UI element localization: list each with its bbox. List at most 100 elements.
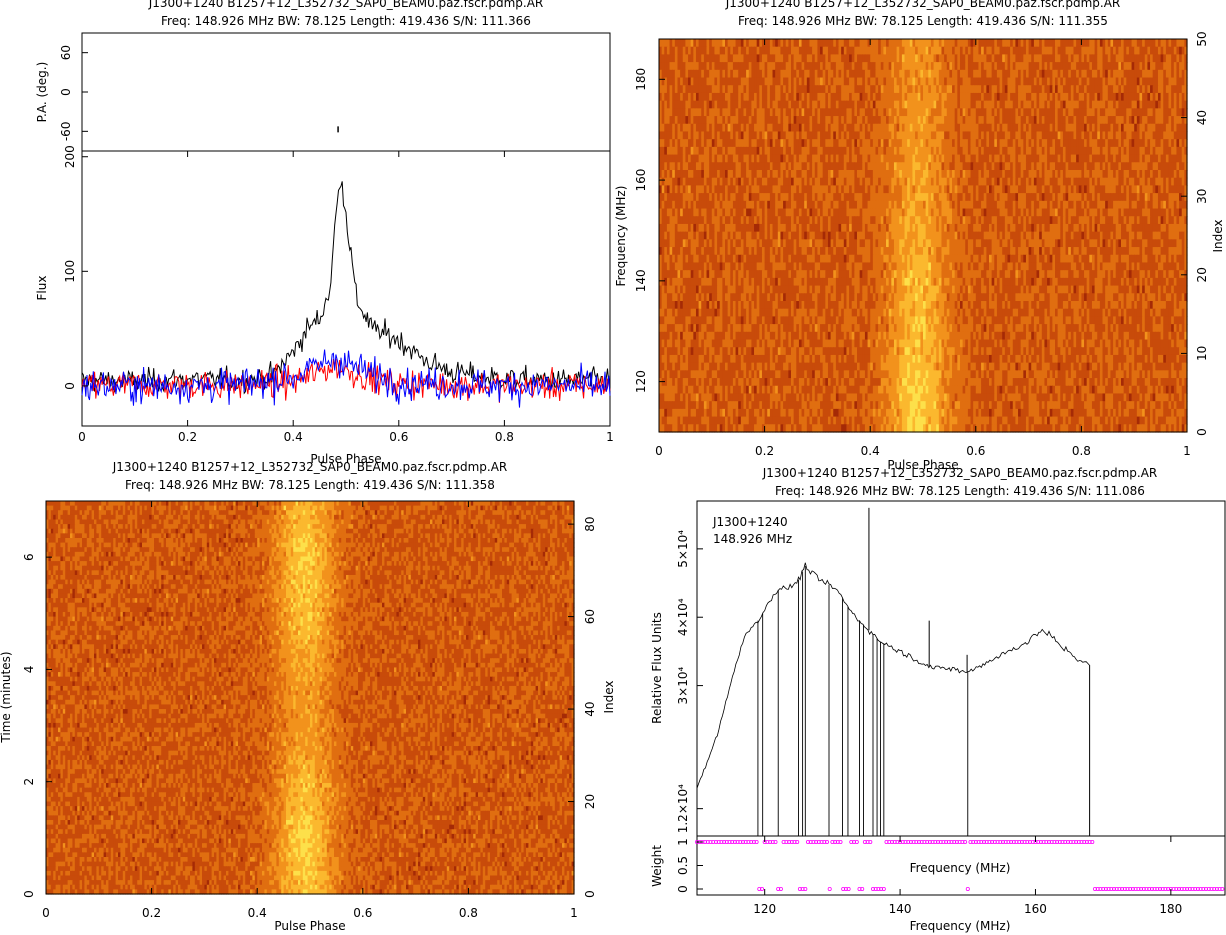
heatmap-cell: [1018, 85, 1022, 94]
heatmap-cell: [959, 100, 964, 109]
heatmap-cell: [764, 62, 768, 71]
heatmap-cell: [1155, 116, 1159, 125]
freq-phase-title: J1300+1240 B1257+12_L352732_SAP0_BEAM0.p…: [725, 0, 1121, 10]
heatmap-cell: [764, 46, 768, 56]
heatmap-cell: [801, 92, 805, 102]
heatmap-cell: [970, 62, 974, 71]
profile-x-ticks: 0 0.2 0.4 0.6 0.8 1: [78, 151, 614, 444]
heatmap-cell: [767, 92, 771, 102]
heatmap-cell: [1176, 123, 1180, 133]
heatmap-cell: [711, 62, 716, 71]
heatmap-cell: [730, 54, 734, 63]
heatmap-cell: [857, 92, 861, 102]
heatmap-cell: [827, 39, 832, 48]
heatmap-cell: [820, 123, 824, 133]
heatmap-cell: [685, 131, 689, 140]
heatmap-cell: [1010, 69, 1014, 79]
heatmap-cell: [1163, 92, 1167, 102]
heatmap-cell: [959, 123, 964, 133]
heatmap-cell: [1091, 39, 1096, 48]
heatmap-cell: [1041, 92, 1046, 102]
heatmap-cell: [983, 92, 987, 102]
heatmap-cell: [1171, 62, 1175, 71]
heatmap-cell: [1142, 69, 1146, 79]
heatmap-cell: [1152, 77, 1156, 86]
heatmap-cell: [1105, 131, 1109, 140]
heatmap-cell: [1068, 54, 1072, 63]
heatmap-cell: [965, 69, 969, 79]
heatmap-cell: [1097, 123, 1101, 133]
heatmap-cell: [862, 116, 866, 125]
heatmap-cell: [975, 100, 980, 109]
heatmap-cell: [820, 108, 824, 117]
heatmap-cell: [949, 123, 953, 133]
heatmap-cell: [835, 131, 840, 140]
heatmap-cell: [1157, 39, 1162, 48]
heatmap-cell: [946, 77, 950, 86]
heatmap-cell: [1018, 108, 1022, 117]
heatmap-cell: [820, 62, 824, 71]
heatmap-cell: [1136, 116, 1141, 125]
heatmap-cell: [1118, 62, 1122, 71]
heatmap-cell: [719, 116, 723, 125]
heatmap-cell: [923, 77, 927, 86]
heatmap-cell: [1155, 62, 1159, 71]
heatmap-cell: [685, 85, 689, 94]
heatmap-cell: [814, 116, 818, 125]
heatmap-cell: [772, 46, 776, 56]
heatmap-cell: [1099, 131, 1104, 140]
heatmap-cell: [793, 39, 797, 48]
heatmap-cell: [748, 116, 752, 125]
heatmap-cell: [893, 131, 898, 140]
heatmap-cell: [1173, 131, 1178, 140]
heatmap-cell: [1068, 77, 1072, 86]
heatmap-cell: [730, 69, 734, 79]
heatmap-cell: [682, 85, 686, 94]
heatmap-cell: [706, 69, 710, 79]
heatmap-cell: [1131, 100, 1135, 109]
heatmap-cell: [1052, 39, 1056, 48]
heatmap-cell: [893, 39, 898, 48]
heatmap-cell: [851, 116, 855, 125]
heatmap-cell: [851, 39, 855, 48]
heatmap-cell: [1173, 62, 1178, 71]
heatmap-cell: [1084, 123, 1088, 133]
heatmap-cell: [1073, 92, 1077, 102]
heatmap-cell: [703, 62, 708, 71]
heatmap-cell: [698, 108, 702, 117]
heatmap-cell: [1044, 62, 1048, 71]
heatmap-cell: [706, 123, 710, 133]
heatmap-cell: [983, 54, 987, 63]
heatmap-cell: [798, 100, 803, 109]
heatmap-cell: [1081, 116, 1085, 125]
heatmap-cell: [703, 100, 708, 109]
heatmap-cell: [862, 92, 866, 102]
heatmap-cell: [706, 77, 710, 86]
heatmap-cell: [1078, 123, 1082, 133]
heatmap-cell: [967, 116, 972, 125]
heatmap-cell: [1025, 100, 1030, 109]
heatmap-cell: [827, 85, 832, 94]
heatmap-cell: [901, 92, 906, 102]
heatmap-cell: [999, 77, 1003, 86]
heatmap-cell: [714, 62, 718, 71]
heatmap-cell: [764, 100, 768, 109]
heatmap-cell: [666, 85, 671, 94]
heatmap-cell: [1094, 116, 1098, 125]
heatmap-cell: [930, 46, 935, 56]
heatmap-cell: [1165, 108, 1170, 117]
heatmap-cell: [695, 54, 700, 63]
heatmap-cell: [756, 100, 760, 109]
heatmap-cell: [1113, 123, 1117, 133]
heatmap-cell: [886, 131, 890, 140]
heatmap-cell: [1086, 69, 1090, 79]
heatmap-cell: [1147, 69, 1151, 79]
heatmap-cell: [1168, 92, 1172, 102]
heatmap-cell: [1084, 39, 1088, 48]
heatmap-cell: [923, 85, 927, 94]
heatmap-cell: [1123, 100, 1127, 109]
heatmap-cell: [727, 85, 731, 94]
heatmap-cell: [973, 77, 977, 86]
heatmap-cell: [907, 54, 911, 63]
heatmap-cell: [938, 123, 943, 133]
